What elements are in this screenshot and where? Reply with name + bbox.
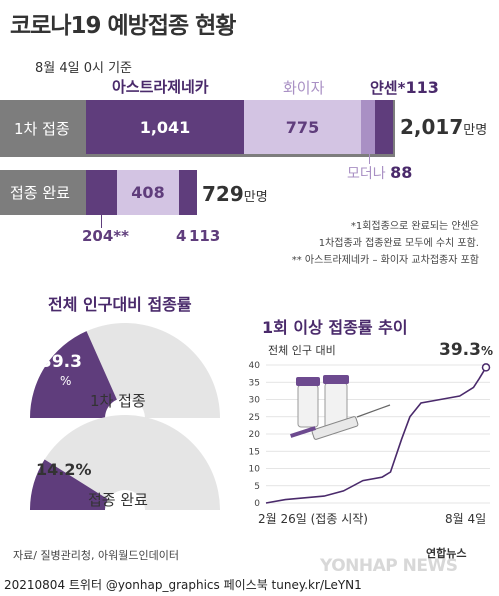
- vial-1-body: [297, 384, 319, 428]
- complete-gauge-value: 14.2%: [36, 460, 92, 479]
- janssen-value: 113: [405, 78, 439, 97]
- trend-last-pct: %: [480, 344, 493, 358]
- janssen-brand-label: 얀센*113: [370, 77, 439, 98]
- moderna-name: 모더나: [347, 166, 386, 182]
- first-total-value: 2,017: [400, 115, 464, 139]
- trend-y-tick: 5: [254, 482, 260, 492]
- trend-grid: 0 5 10 15 20 25 30 35 40: [249, 361, 490, 509]
- moderna-brand-label: 모더나 88: [347, 163, 412, 183]
- az-brand-label: 아스트라제네카: [112, 78, 209, 96]
- trend-chart-svg: 0 5 10 15 20 25 30 35 40: [249, 361, 491, 509]
- trend-y-tick: 25: [249, 413, 260, 423]
- first-gauge-number: 39.3: [40, 352, 82, 372]
- first-gauge-value: 39.3: [40, 352, 82, 372]
- footnote-2: 1차접종과 접종완료 모두에 수치 포함.: [318, 238, 479, 249]
- first-moderna-segment: [361, 100, 375, 154]
- syringe-plunger: [290, 426, 316, 438]
- vaccine-vials-illustration: [290, 375, 391, 440]
- first-dose-bar: 1,041 775: [86, 100, 393, 154]
- footnote-3: ** 아스트라제네카 – 화이자 교차접종자 포함: [291, 255, 479, 266]
- trend-sub: 전체 인구 대비: [268, 344, 336, 357]
- complete-total-value: 729: [202, 182, 244, 206]
- vial-1-cap: [296, 377, 320, 386]
- trend-x-start: 2월 26일 (접종 시작): [258, 512, 368, 526]
- first-dose-row-label: 1차 접종: [14, 120, 70, 138]
- watermark: YONHAP NEWS: [320, 556, 458, 576]
- complete-total-unit: 만명: [243, 190, 268, 205]
- page-title: 코로나19 예방접종 현황: [10, 13, 236, 39]
- az-complete-leader: [101, 215, 102, 228]
- trend-y-tick: 20: [249, 430, 261, 440]
- syringe-needle: [356, 404, 391, 418]
- complete-total: 729만명: [202, 182, 268, 206]
- trend-y-tick: 0: [254, 499, 260, 509]
- gauges-svg: [29, 323, 220, 510]
- complete-az-segment: [86, 170, 117, 215]
- first-gauge-fill: [29, 331, 117, 418]
- vial-2-cap: [323, 375, 349, 384]
- complete-gauge-label: 접종 완료: [88, 491, 148, 509]
- trend-line: [265, 366, 487, 504]
- gauge-section-title: 전체 인구대비 접종률: [48, 295, 192, 314]
- pfizer-brand-label: 화이자: [283, 79, 325, 97]
- trend-last-value: 39.3%: [439, 340, 493, 360]
- first-total-unit: 만명: [463, 123, 488, 138]
- first-gauge-pct: %: [60, 374, 72, 388]
- first-gauge-label: 1차 접종: [90, 392, 146, 410]
- credit-text: 20210804 트위터 @yonhap_graphics 페이스북 tuney…: [4, 578, 362, 592]
- syringe-barrel: [311, 416, 359, 440]
- complete-row-label: 접종 완료: [10, 184, 70, 202]
- footnote-1: *1회접종으로 완료되는 얀센은: [350, 221, 479, 232]
- complete-pfizer-segment: 408: [117, 170, 179, 215]
- first-pfizer-segment: 775: [244, 100, 361, 154]
- trend-end-dot: [481, 363, 491, 372]
- complete-janssen-segment: [179, 170, 197, 215]
- trend-y-tick: 35: [249, 378, 260, 388]
- first-janssen-segment: [375, 100, 393, 154]
- moderna-value: 88: [390, 163, 413, 182]
- trend-y-tick: 30: [249, 396, 261, 406]
- complete-bar: 408: [86, 170, 197, 215]
- trend-title: 1회 이상 접종률 추이: [262, 318, 408, 337]
- first-total: 2,017만명: [400, 115, 487, 139]
- date-label: 8월 4일 0시 기준: [35, 61, 133, 76]
- footnotes: *1회접종으로 완료되는 얀센은 1차접종과 접종완료 모두에 수치 포함. *…: [259, 218, 479, 269]
- first-az-segment: 1,041: [86, 100, 244, 154]
- trend-last-number: 39.3: [439, 340, 481, 360]
- moderna-leader: [369, 154, 370, 164]
- logo-small: 연합뉴스: [426, 547, 467, 560]
- complete-moderna-note: 4: [176, 227, 187, 245]
- source-text: 자료/ 질병관리청, 아워월드인데이터: [13, 549, 179, 562]
- trend-y-tick: 15: [249, 447, 260, 457]
- trend-y-tick: 10: [249, 465, 261, 475]
- complete-gauge-fill: [30, 459, 109, 510]
- janssen-name: 얀센*: [370, 79, 406, 97]
- complete-janssen-note: 113: [189, 227, 221, 245]
- trend-y-tick: 40: [249, 361, 261, 371]
- trend-x-end: 8월 4일: [445, 512, 487, 526]
- complete-az-note: 204**: [82, 227, 129, 245]
